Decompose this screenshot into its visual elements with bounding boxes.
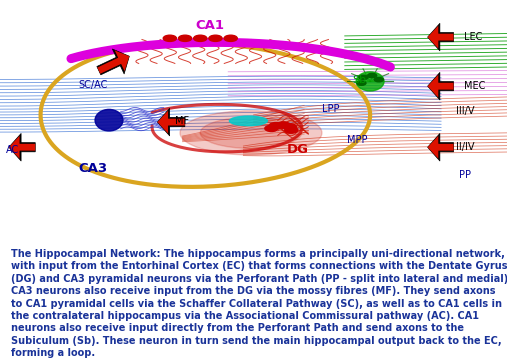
Circle shape [224,35,237,41]
Text: MF: MF [175,116,189,126]
Circle shape [374,77,383,82]
Circle shape [178,35,192,41]
Text: AC: AC [6,145,19,155]
Ellipse shape [95,109,123,131]
Circle shape [285,127,298,133]
Text: CA1: CA1 [195,19,224,32]
Text: MEC: MEC [464,81,486,91]
Circle shape [283,124,297,130]
Text: MPP: MPP [347,135,368,145]
Ellipse shape [200,117,302,148]
Text: LPP: LPP [322,104,340,114]
Circle shape [277,122,290,128]
Circle shape [357,81,366,85]
Ellipse shape [180,111,322,155]
Circle shape [265,125,278,131]
Circle shape [359,75,368,80]
Text: SC/AC: SC/AC [79,80,108,90]
Text: LEC: LEC [464,32,483,42]
Text: Sb: Sb [352,75,367,85]
Text: The Hippocampal Network: The hippocampus forms a principally uni-directional net: The Hippocampal Network: The hippocampus… [11,249,507,358]
Ellipse shape [230,116,268,126]
Circle shape [194,35,207,41]
Circle shape [209,35,222,41]
Circle shape [269,122,282,129]
Text: PP: PP [459,170,472,180]
Text: III/V: III/V [456,106,475,116]
Ellipse shape [356,72,384,91]
Circle shape [368,73,377,78]
Text: DG: DG [286,143,308,156]
Circle shape [163,35,176,41]
Text: CA3: CA3 [79,162,107,175]
Text: II/IV: II/IV [456,142,475,152]
